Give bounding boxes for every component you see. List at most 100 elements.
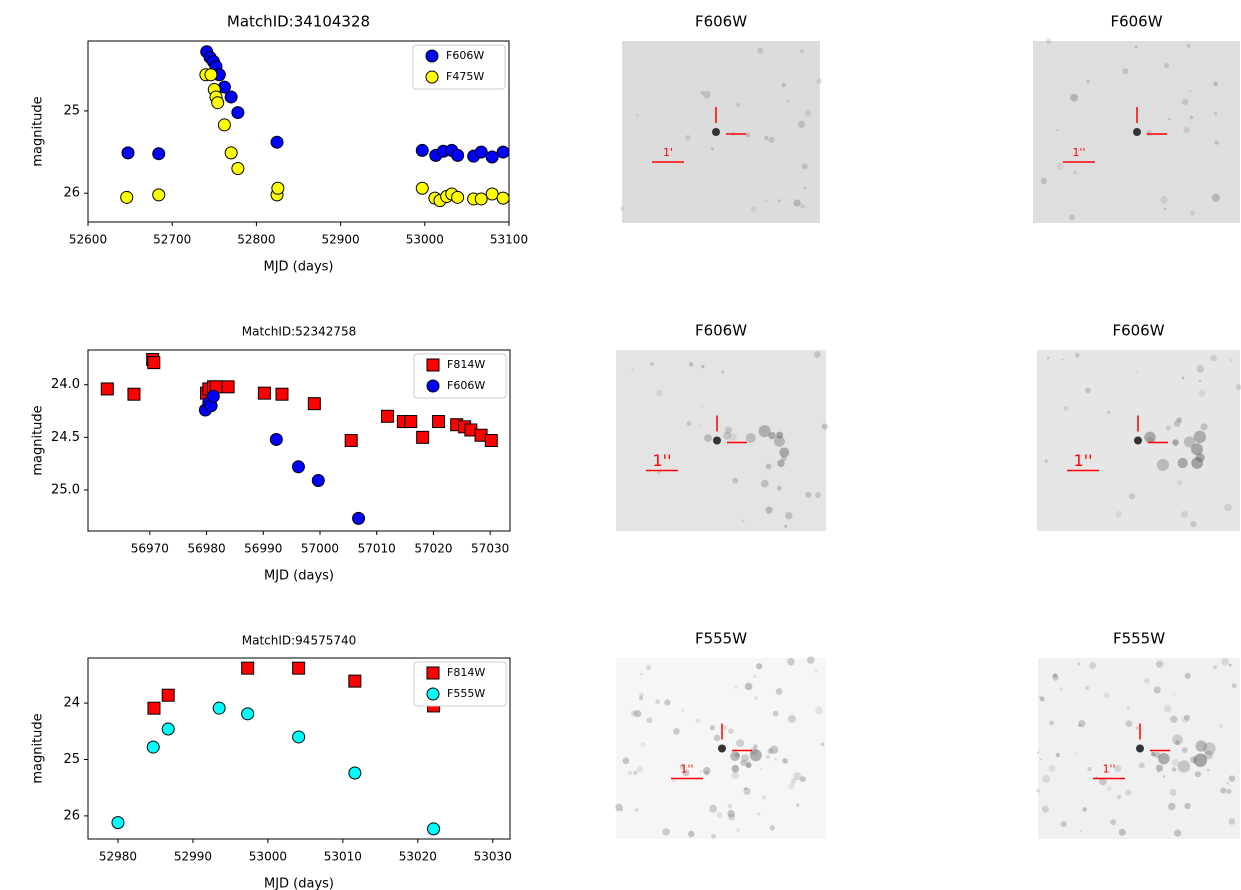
image-blob xyxy=(1181,510,1189,518)
image-blob xyxy=(1099,777,1107,786)
image-blob xyxy=(635,808,639,812)
image-blob xyxy=(1158,752,1170,765)
image-blob xyxy=(1116,794,1122,800)
image-blob xyxy=(1211,193,1220,202)
image-blob xyxy=(664,699,671,706)
image-blob xyxy=(744,787,748,791)
legend-label: F555W xyxy=(447,687,485,700)
image-blob xyxy=(799,48,805,54)
x-axis-label: MJD (days) xyxy=(263,260,333,275)
image-blob xyxy=(1061,358,1064,361)
image-blob xyxy=(631,368,635,371)
image-blob xyxy=(731,764,740,773)
image-blob xyxy=(734,752,740,758)
image-blob xyxy=(1177,457,1188,469)
image-blob xyxy=(758,425,771,438)
point xyxy=(496,191,509,205)
point xyxy=(380,409,394,423)
image-blob xyxy=(1059,687,1063,691)
x-tick-label: 53000 xyxy=(249,850,287,864)
image-blob xyxy=(1184,672,1191,679)
point xyxy=(241,707,255,721)
image-blob xyxy=(699,770,703,773)
point xyxy=(111,816,125,830)
y-tick-label: 24 xyxy=(63,696,80,711)
image-blob xyxy=(757,47,764,54)
image-blob xyxy=(1183,436,1196,448)
point xyxy=(161,722,175,736)
image-blob xyxy=(695,718,700,724)
image-blob xyxy=(1114,765,1122,773)
x-tick-label: 57020 xyxy=(414,542,452,556)
x-tick-label: 52990 xyxy=(174,850,212,864)
image-blob xyxy=(713,734,721,742)
image-blob xyxy=(1036,751,1040,754)
image-blob xyxy=(1213,81,1218,86)
image-blob xyxy=(787,714,796,723)
image-blob xyxy=(1210,354,1217,362)
image-blob xyxy=(769,745,779,755)
point xyxy=(415,143,429,157)
image-blob xyxy=(700,90,705,95)
chart-title: MatchID:52342758 xyxy=(242,325,357,339)
image-blob xyxy=(639,696,644,701)
point xyxy=(231,106,245,120)
image-blob xyxy=(1070,93,1079,102)
image-blob xyxy=(682,769,690,777)
image-blob xyxy=(776,485,782,491)
image-blob xyxy=(780,455,787,462)
image-blob xyxy=(1170,715,1178,723)
image-blob xyxy=(709,725,716,731)
point xyxy=(451,148,465,162)
image-blob xyxy=(1074,352,1080,358)
source xyxy=(1134,436,1142,445)
image-blob xyxy=(1041,805,1050,813)
image-blob xyxy=(679,763,686,770)
point xyxy=(474,145,488,159)
image-blob xyxy=(814,669,818,673)
axes-frame xyxy=(87,40,510,223)
point xyxy=(348,674,362,688)
image-blob xyxy=(765,506,773,514)
image-blob xyxy=(1082,807,1087,812)
image-blob xyxy=(1125,720,1133,727)
image-blob xyxy=(1155,764,1164,772)
image-blob xyxy=(1175,740,1180,745)
image-blob xyxy=(685,134,691,141)
point xyxy=(427,822,441,836)
image-blob xyxy=(646,665,651,671)
image-blob xyxy=(757,812,761,816)
point xyxy=(496,145,509,159)
plot-area xyxy=(120,45,509,208)
legend-marker xyxy=(426,687,440,701)
image-blob xyxy=(656,470,661,474)
y-tick-label: 25.0 xyxy=(51,482,80,497)
image-blob xyxy=(1074,752,1077,756)
point xyxy=(152,188,166,202)
image-blob xyxy=(766,511,770,514)
image-blob xyxy=(1189,115,1194,120)
image-blob xyxy=(1052,673,1058,678)
image-blob xyxy=(1214,140,1219,145)
image-blob xyxy=(1045,38,1052,45)
source xyxy=(1136,744,1144,753)
image-blob xyxy=(1181,98,1189,106)
image-blob xyxy=(1171,758,1180,767)
image-blob xyxy=(1193,753,1208,767)
point xyxy=(270,135,284,149)
x-tick-label: 57030 xyxy=(471,542,509,556)
image-blob xyxy=(1110,819,1117,826)
image-blob xyxy=(741,519,745,523)
image-blob xyxy=(765,199,768,202)
y-tick-label: 25 xyxy=(63,752,80,767)
image-blob xyxy=(1048,764,1056,773)
image-blob xyxy=(1177,760,1191,773)
image-blob xyxy=(1228,663,1232,667)
image-title: F606W xyxy=(1110,13,1162,31)
image-blob xyxy=(821,423,828,430)
x-tick-label: 52900 xyxy=(322,233,360,247)
x-tick-label: 56980 xyxy=(187,542,225,556)
image-blob xyxy=(734,685,738,689)
point xyxy=(292,730,306,744)
y-axis-label: magnitude xyxy=(31,96,46,166)
